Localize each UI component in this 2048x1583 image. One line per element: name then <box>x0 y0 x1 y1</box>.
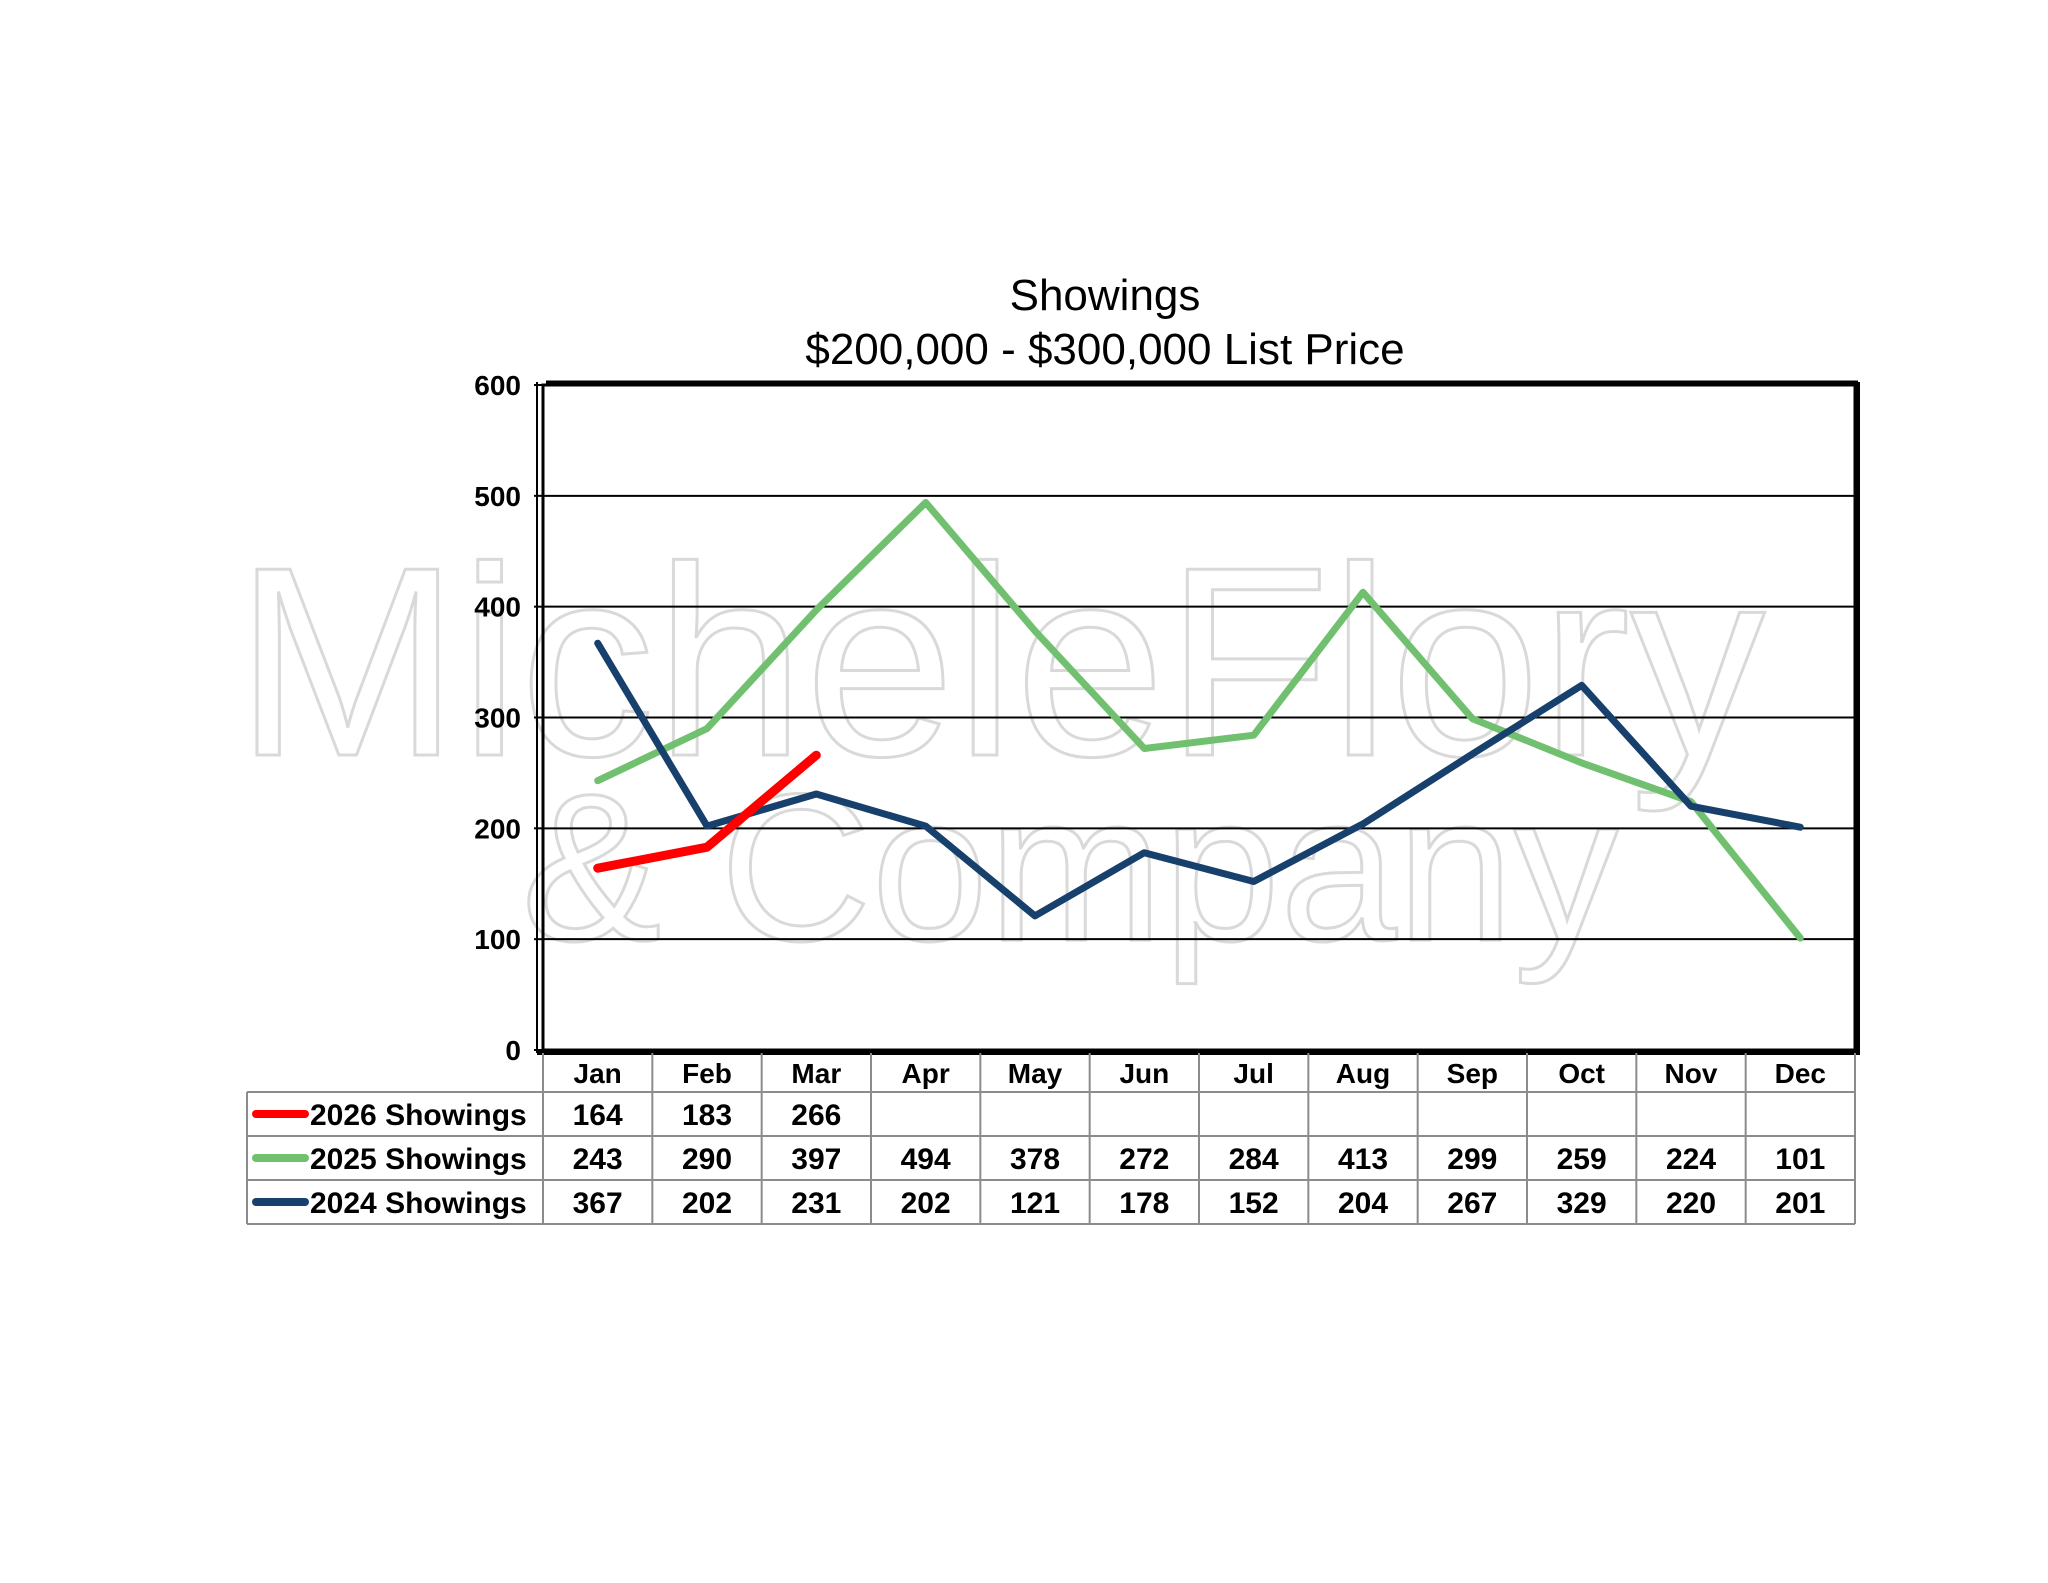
legend-label-2024-showings: 2024 Showings <box>310 1187 527 1220</box>
x-tick-label-dec: Dec <box>1775 1058 1826 1089</box>
plot-border <box>541 383 1857 1052</box>
table-cell-2025-showings-jun: 272 <box>1119 1143 1169 1176</box>
table-cell-2025-showings-nov: 224 <box>1666 1143 1716 1176</box>
table-cell-2025-showings-feb: 290 <box>682 1143 732 1176</box>
table-cell-2024-showings-nov: 220 <box>1666 1187 1716 1220</box>
series-line-2025-showings <box>594 499 1804 942</box>
table-cell-2024-showings-mar: 231 <box>791 1187 841 1220</box>
table-cell-2024-showings-dec: 201 <box>1775 1187 1825 1220</box>
table-cell-2026-showings-feb: 183 <box>682 1099 732 1132</box>
y-tick-label-200: 200 <box>474 813 521 844</box>
series-line-2024-showings <box>594 639 1804 920</box>
y-tick-label-300: 300 <box>474 703 521 734</box>
y-tick-label-600: 600 <box>474 370 521 401</box>
table-cell-2024-showings-jun: 178 <box>1119 1187 1169 1220</box>
x-tick-label-jan: Jan <box>574 1058 622 1089</box>
watermark-line-1: MicheleFlory <box>235 512 1765 814</box>
table-cell-2024-showings-aug: 204 <box>1338 1187 1388 1220</box>
table-cell-2025-showings-jan: 243 <box>573 1143 623 1176</box>
data-table: Jan Feb Mar Apr May Jun Jul Aug Sep Oct Nov Dec 2026… <box>246 1053 1856 1225</box>
table-cell-2025-showings-may: 378 <box>1010 1143 1060 1176</box>
table-cell-2024-showings-sep: 267 <box>1447 1187 1497 1220</box>
x-tick-label-jul: Jul <box>1233 1058 1273 1089</box>
x-tick-label-jun: Jun <box>1119 1058 1169 1089</box>
x-tick-label-nov: Nov <box>1665 1058 1718 1089</box>
y-axis-ticks: 0 100 200 300 400 500 600 <box>474 370 543 1066</box>
table-cell-2026-showings-mar: 266 <box>791 1099 841 1132</box>
series-line-2026-showings <box>593 750 821 873</box>
table-cell-2024-showings-jul: 152 <box>1229 1187 1279 1220</box>
chart-title: Showings <box>1010 271 1201 320</box>
y-tick-label-100: 100 <box>474 924 521 955</box>
y-tick-label-500: 500 <box>474 481 521 512</box>
table-cell-2024-showings-oct: 329 <box>1557 1187 1607 1220</box>
x-tick-label-aug: Aug <box>1336 1058 1390 1089</box>
table-cell-2025-showings-oct: 259 <box>1557 1143 1607 1176</box>
table-cell-2025-showings-apr: 494 <box>901 1143 951 1176</box>
series-lines <box>593 499 1804 942</box>
watermark: MicheleFlory & Company <box>233 511 1766 987</box>
watermark-line-2: & Company <box>521 750 1618 985</box>
x-tick-label-feb: Feb <box>682 1058 732 1089</box>
table-cell-2024-showings-may: 121 <box>1010 1187 1060 1220</box>
table-cell-2025-showings-aug: 413 <box>1338 1143 1388 1176</box>
chart-subtitle: $200,000 - $300,000 List Price <box>805 325 1404 374</box>
table-cell-2025-showings-mar: 397 <box>791 1143 841 1176</box>
x-tick-label-may: May <box>1008 1058 1063 1089</box>
table-cell-2024-showings-apr: 202 <box>901 1187 951 1220</box>
table-cell-2025-showings-sep: 299 <box>1447 1143 1497 1176</box>
table-cell-2024-showings-jan: 367 <box>573 1187 623 1220</box>
table-cell-2025-showings-jul: 284 <box>1229 1143 1279 1176</box>
legend-label-2026-showings: 2026 Showings <box>310 1099 527 1132</box>
x-tick-label-sep: Sep <box>1447 1058 1498 1089</box>
table-cell-2024-showings-feb: 202 <box>682 1187 732 1220</box>
legend-label-2025-showings: 2025 Showings <box>310 1143 527 1176</box>
x-tick-label-mar: Mar <box>791 1058 841 1089</box>
y-tick-label-0: 0 <box>505 1035 521 1066</box>
x-tick-label-apr: Apr <box>902 1058 950 1089</box>
table-cell-2026-showings-jan: 164 <box>573 1099 623 1132</box>
gridlines <box>543 494 1855 941</box>
x-tick-label-oct: Oct <box>1558 1058 1605 1089</box>
y-tick-label-400: 400 <box>474 592 521 623</box>
table-cell-2025-showings-dec: 101 <box>1775 1143 1825 1176</box>
